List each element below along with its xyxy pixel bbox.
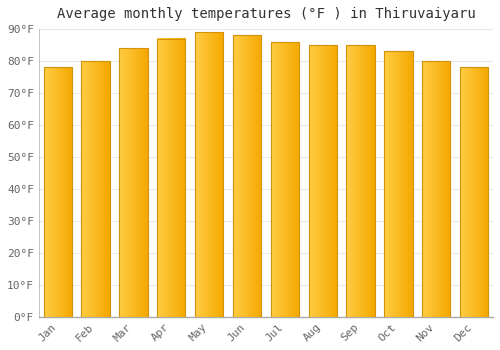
Title: Average monthly temperatures (°F ) in Thiruvaiyaru: Average monthly temperatures (°F ) in Th…: [56, 7, 476, 21]
Bar: [157, 38, 186, 317]
Bar: [44, 68, 72, 317]
Bar: [270, 42, 299, 317]
Bar: [384, 51, 412, 317]
Bar: [195, 32, 224, 317]
Bar: [460, 68, 488, 317]
Bar: [233, 35, 261, 317]
Bar: [346, 45, 375, 317]
Bar: [119, 48, 148, 317]
Bar: [422, 61, 450, 317]
Bar: [308, 45, 337, 317]
Bar: [82, 61, 110, 317]
